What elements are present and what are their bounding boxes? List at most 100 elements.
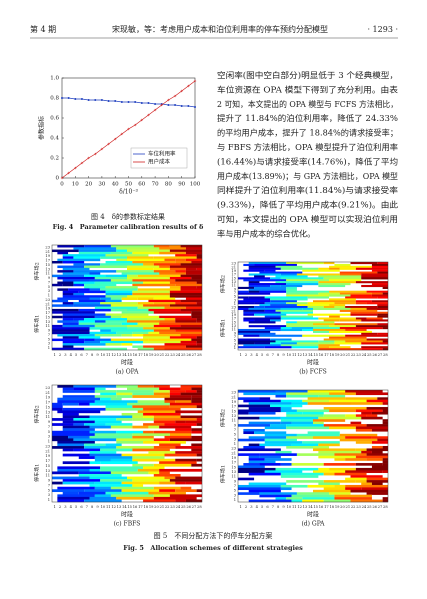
heatmap-cell xyxy=(57,468,90,472)
y-tick-label: 9 xyxy=(48,479,51,483)
heatmap-cell xyxy=(116,496,154,500)
heatmap-cell xyxy=(366,307,388,311)
heatmap-cell xyxy=(313,446,330,449)
heatmap-cell xyxy=(132,251,160,255)
heatmap-cell xyxy=(302,269,340,272)
x-tick-label: 15 xyxy=(313,353,318,357)
heatmap-cell xyxy=(89,496,117,500)
heatmap-cell xyxy=(355,392,388,396)
heatmap-cell xyxy=(100,297,111,300)
y-tick-label: 21 xyxy=(45,449,50,453)
data-point xyxy=(100,99,103,101)
heatmap-cell xyxy=(377,438,388,442)
heatmap-cell xyxy=(132,279,176,282)
heatmap-cell xyxy=(62,272,90,275)
heatmap-cell xyxy=(191,260,202,264)
y-tick-label: 9 xyxy=(234,479,237,483)
heatmap-cell xyxy=(238,277,271,280)
heatmap-cell xyxy=(377,332,388,335)
x-tick-label: 5 xyxy=(261,505,264,509)
heatmap-cell xyxy=(78,402,90,406)
heatmap-cell xyxy=(318,317,356,320)
heatmap-cell xyxy=(318,394,346,398)
heatmap-cell xyxy=(264,302,287,305)
heatmap-frame xyxy=(237,261,389,351)
heatmap-cell xyxy=(105,443,122,447)
heatmap-cell xyxy=(57,400,95,404)
lot-label: 停车场1 xyxy=(34,315,41,333)
heatmap-cell xyxy=(264,306,308,309)
x-tick-label: 19 xyxy=(149,505,154,509)
heatmap-cell xyxy=(62,336,79,339)
x-tick-label: 1 xyxy=(240,353,242,357)
heatmap-cell xyxy=(264,433,297,437)
heatmap-cell xyxy=(355,317,367,320)
heatmap-cell xyxy=(169,295,202,298)
x-tick-label: 16 xyxy=(319,353,324,357)
heatmap-cell xyxy=(318,281,356,284)
heatmap-cell xyxy=(238,306,255,309)
heatmap-cell xyxy=(169,336,197,339)
heatmap-cell xyxy=(366,290,388,293)
y-tick-label: 3 xyxy=(234,298,237,302)
heatmap-cell xyxy=(248,283,287,286)
heatmap-cell xyxy=(307,390,346,393)
heatmap-cell xyxy=(180,486,192,490)
heatmap-cell xyxy=(248,489,281,493)
heatmap-cell xyxy=(248,421,281,425)
x-tick-label: 3 xyxy=(64,505,67,509)
heatmap-cell xyxy=(313,489,351,493)
y-tick-label: 3 xyxy=(48,342,51,346)
heatmap-cell xyxy=(238,411,249,415)
heatmap-cell xyxy=(52,304,74,307)
heatmap-cell xyxy=(259,271,303,274)
heatmap-cell xyxy=(132,415,144,419)
heatmap-cell xyxy=(57,281,74,285)
y-tick-label: 15 xyxy=(45,464,50,468)
heatmap-cell xyxy=(105,320,127,323)
heatmap-cell xyxy=(196,281,202,285)
heatmap-cell xyxy=(323,407,367,410)
heatmap-cell xyxy=(89,272,101,275)
heatmap-cell xyxy=(302,307,313,311)
heatmap-cell xyxy=(248,407,281,410)
heatmap-cell xyxy=(280,463,292,466)
heatmap-cell xyxy=(323,414,346,417)
heatmap-cell xyxy=(100,461,138,465)
heatmap-cell xyxy=(302,328,313,332)
heatmap-cell xyxy=(196,489,202,493)
y-tick-label: 11 xyxy=(45,324,50,328)
heatmap-cell xyxy=(94,276,127,280)
heatmap-cell xyxy=(68,288,90,291)
x-tick-label: 30 xyxy=(98,182,105,188)
heatmap-cell xyxy=(57,499,85,503)
x-tick-label: 24 xyxy=(362,505,367,509)
heatmap-cell xyxy=(243,298,271,301)
heatmap-cell xyxy=(275,467,292,471)
heatmap-cell xyxy=(94,315,111,319)
heatmap-cell xyxy=(339,438,378,442)
x-tick-label: 7 xyxy=(86,353,89,357)
y-tick-label: 1 xyxy=(234,442,236,446)
data-point xyxy=(61,97,63,99)
heatmap-cell xyxy=(175,258,186,262)
y-tick-label: 5 xyxy=(48,337,51,341)
figure-caption-en: Fig. 4 Parameter calibration results of … xyxy=(53,223,204,231)
y-tick-label: 21 xyxy=(45,250,50,254)
heatmap-cell xyxy=(361,482,372,486)
x-tick-label: 22 xyxy=(351,353,356,357)
x-tick-label: 21 xyxy=(346,505,351,509)
heatmap-cell xyxy=(345,487,362,491)
heatmap-cell xyxy=(89,484,133,487)
y-tick-label: 21 xyxy=(231,309,236,313)
heatmap-cell xyxy=(259,416,281,420)
heatmap-cell xyxy=(318,292,340,295)
heatmap-cell xyxy=(153,267,170,271)
heatmap-cell xyxy=(286,286,297,289)
x-tick-label: 14 xyxy=(308,505,313,509)
heatmap-cell xyxy=(94,420,122,424)
heatmap-cell xyxy=(361,450,372,454)
heatmap-cell xyxy=(329,399,367,403)
heatmap-cell xyxy=(243,334,260,337)
heatmap-cell xyxy=(286,262,324,265)
